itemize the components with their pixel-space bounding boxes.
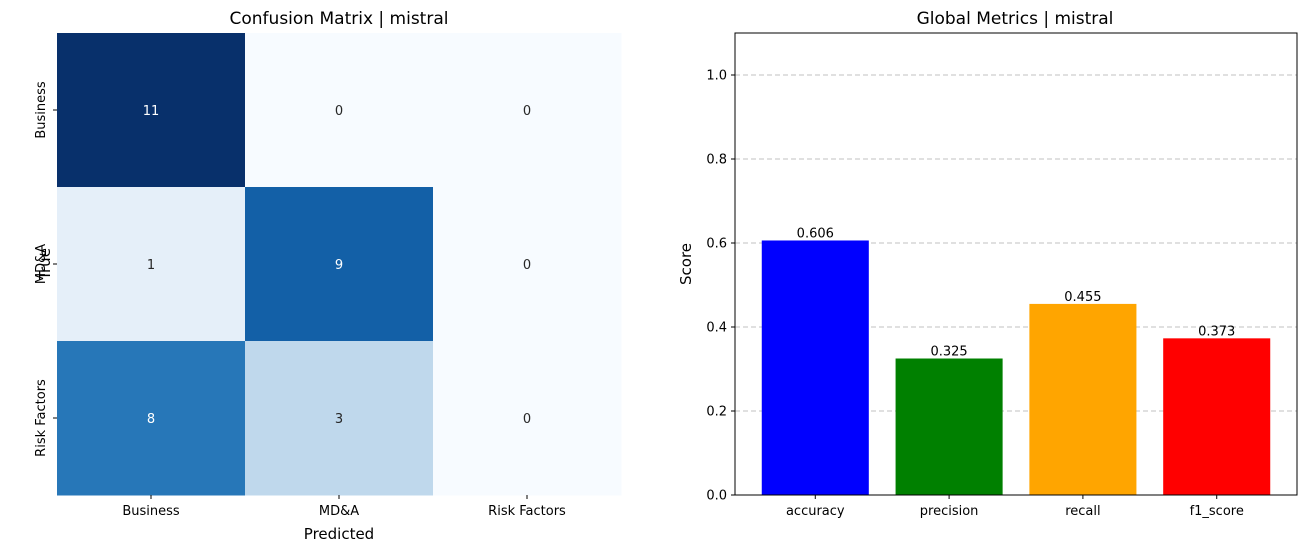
cm-cell-value: 11 <box>143 104 160 119</box>
bar-y-tick-label: 1.0 <box>706 69 727 84</box>
bar-precision <box>895 358 1003 495</box>
bar-recall <box>1029 303 1137 495</box>
bar-accuracy <box>761 240 869 495</box>
cm-cell-value: 1 <box>147 258 155 273</box>
cm-cell-value: 9 <box>335 258 343 273</box>
bar-y-tick-label: 0.2 <box>706 405 727 420</box>
bar-y-ticks: 0.0 0.2 0.4 0.6 0.8 1.0 <box>706 69 735 504</box>
cm-cell-value: 0 <box>523 258 531 273</box>
cm-x-tick-label: Risk Factors <box>488 504 566 519</box>
bar-value-label: 0.606 <box>797 226 834 241</box>
bar-title: Global Metrics | mistral <box>917 9 1114 29</box>
bar-x-ticks: accuracy precision recall f1_score <box>786 495 1244 519</box>
global-metrics-panel: Global Metrics | mistral 0.606 0.325 0.455… <box>677 9 1298 519</box>
bar-axes-frame <box>734 32 1298 496</box>
cm-title: Confusion Matrix | mistral <box>230 9 449 29</box>
cm-cell <box>245 33 434 188</box>
confusion-matrix-panel: Confusion Matrix | mistral 11 0 0 1 9 0 8 3 0 Bu… <box>34 9 622 543</box>
cm-cell-value: 0 <box>523 412 531 427</box>
bar-y-axis-label: Score <box>677 243 695 285</box>
bar-x-tick-label: recall <box>1065 504 1100 519</box>
bar-series: 0.606 0.325 0.455 0.373 <box>761 226 1271 495</box>
cm-x-axis-label: Predicted <box>304 525 374 543</box>
cm-y-tick-label: Risk Factors <box>34 379 49 457</box>
cm-cell <box>245 341 434 496</box>
cm-cell <box>57 33 246 188</box>
bar-value-label: 0.455 <box>1064 290 1101 305</box>
cm-cell <box>433 187 622 342</box>
bar-x-tick-label: accuracy <box>786 504 845 519</box>
cm-y-tick-label: MD&A <box>34 244 49 284</box>
cm-x-ticks: Business MD&A Risk Factors <box>122 495 566 519</box>
cm-x-tick-label: MD&A <box>319 504 359 519</box>
cm-cell <box>245 187 434 342</box>
cm-x-tick-label: Business <box>122 504 180 519</box>
cm-cell-value: 8 <box>147 412 155 427</box>
cm-y-tick-label: Business <box>34 81 49 139</box>
bar-value-label: 0.373 <box>1198 324 1235 339</box>
cm-cell-value: 0 <box>523 104 531 119</box>
cm-cell <box>57 187 246 342</box>
cm-cell-value: 0 <box>335 104 343 119</box>
cm-y-axis-label: True <box>36 248 54 281</box>
bar-value-label: 0.325 <box>930 345 967 360</box>
bar-y-tick-label: 0.8 <box>706 153 727 168</box>
bar-x-tick-label: precision <box>920 504 979 519</box>
bar-y-tick-label: 0.4 <box>706 321 727 336</box>
bar-y-tick-label: 0.0 <box>706 489 727 504</box>
cm-cell-value: 3 <box>335 412 343 427</box>
cm-cell <box>433 341 622 496</box>
cm-cell <box>57 341 246 496</box>
bar-x-tick-label: f1_score <box>1190 504 1244 519</box>
cm-cells: 11 0 0 1 9 0 8 3 0 <box>57 33 622 496</box>
bar-f1_score <box>1163 338 1271 495</box>
bar-y-tick-label: 0.6 <box>706 237 727 252</box>
cm-y-ticks: Business MD&A Risk Factors <box>34 81 57 457</box>
cm-cell <box>433 33 622 188</box>
